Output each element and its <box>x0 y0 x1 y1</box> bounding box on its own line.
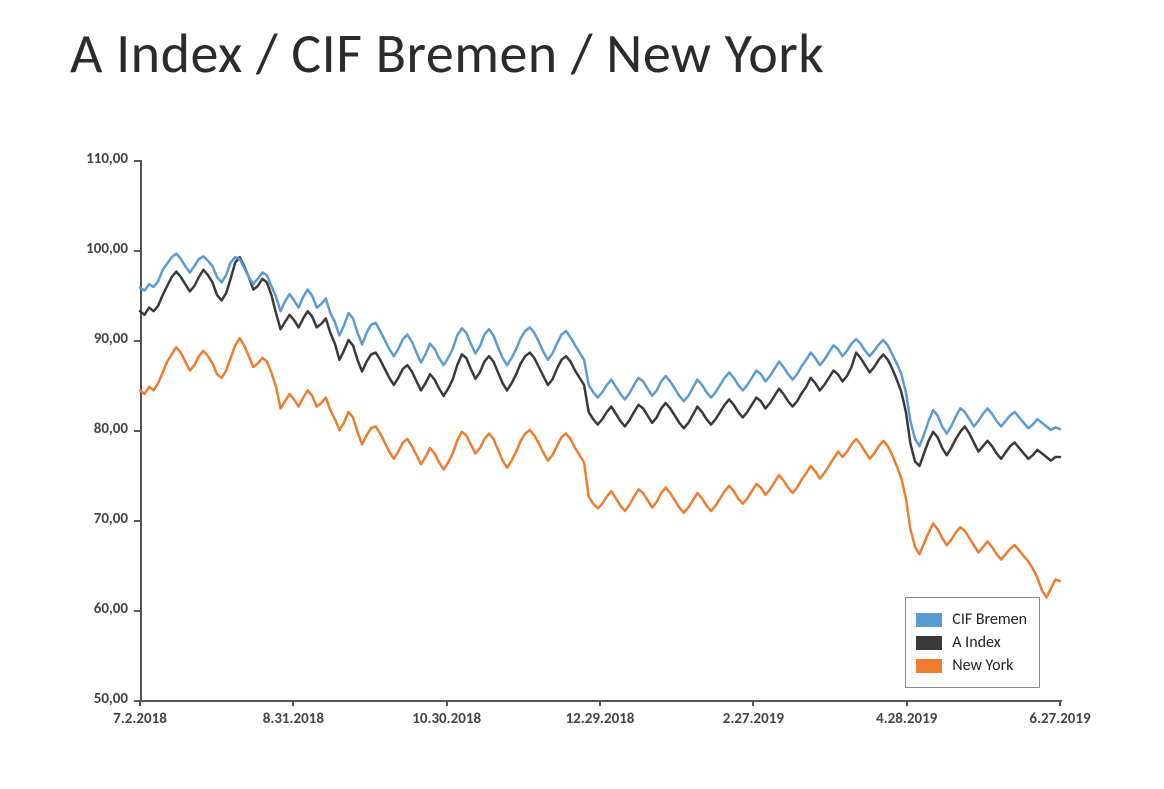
legend-swatch <box>916 636 942 650</box>
legend-label: New York <box>952 656 1013 675</box>
series-a-index <box>140 257 1060 466</box>
legend: CIF Bremen A Index New York <box>905 597 1040 688</box>
series-new-york <box>140 338 1060 597</box>
legend-label: A Index <box>952 633 1000 652</box>
legend-label: CIF Bremen <box>952 610 1027 629</box>
chart-title: A Index / CIF Bremen / New York <box>70 20 824 88</box>
page: A Index / CIF Bremen / New York 50,0060,… <box>0 0 1164 789</box>
legend-item: New York <box>916 656 1027 675</box>
legend-item: CIF Bremen <box>916 610 1027 629</box>
legend-item: A Index <box>916 633 1027 652</box>
legend-swatch <box>916 659 942 673</box>
series-cif-bremen <box>140 254 1060 447</box>
chart: 50,0060,0070,0080,0090,00100,00110,007.2… <box>70 150 1070 750</box>
legend-swatch <box>916 613 942 627</box>
